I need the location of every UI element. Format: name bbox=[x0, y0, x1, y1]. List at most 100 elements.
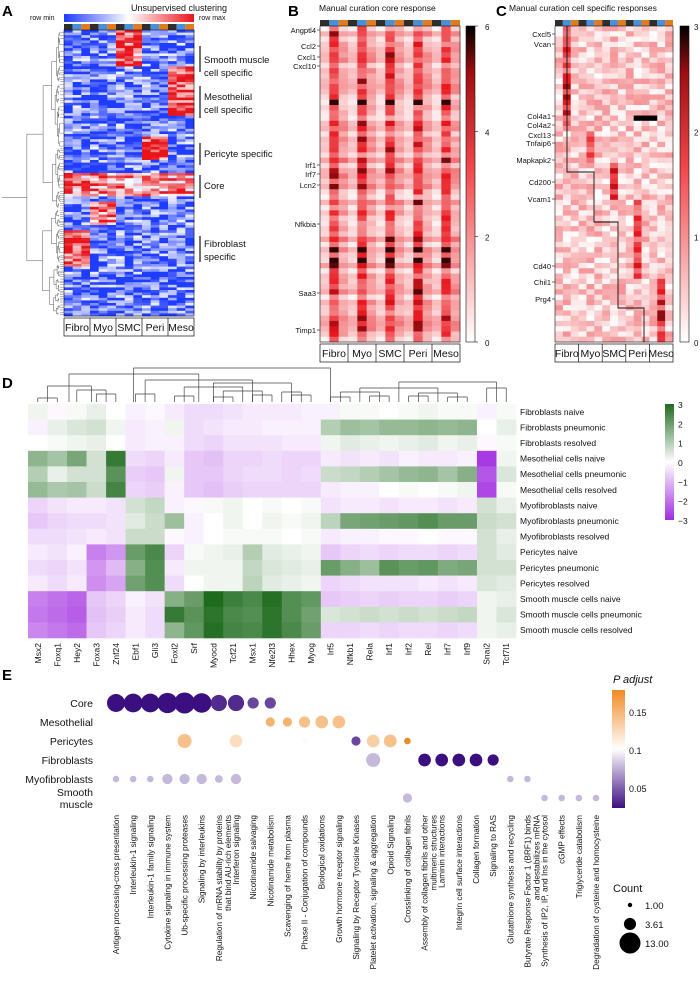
heat-cell-c bbox=[633, 41, 642, 48]
heat-cell-c bbox=[617, 83, 627, 90]
heat-cell-a bbox=[159, 222, 169, 226]
heat-cell-a bbox=[124, 157, 134, 161]
heat-cell-c bbox=[665, 236, 674, 243]
heat-cell-a bbox=[98, 248, 108, 252]
count-legend-label: 3.61 bbox=[645, 920, 664, 931]
heat-cell-c bbox=[649, 294, 658, 301]
heat-cell-a bbox=[90, 206, 99, 210]
heat-cell-c bbox=[562, 336, 572, 343]
heat-cell-a bbox=[116, 157, 125, 161]
heat-cell-b bbox=[441, 184, 451, 190]
heat-cell-a bbox=[90, 271, 99, 275]
heat-cell-c bbox=[633, 215, 642, 222]
heat-cell-c bbox=[625, 31, 634, 37]
heat-cell-b bbox=[357, 147, 367, 153]
heat-cell-b bbox=[376, 315, 386, 322]
heat-cell-c bbox=[625, 336, 634, 343]
pathway-label: Glutathione synthesis and recycling bbox=[506, 815, 515, 944]
heat-cell-a bbox=[107, 212, 117, 215]
heat-cell-a bbox=[72, 258, 82, 262]
heat-cell-a bbox=[159, 313, 169, 317]
heat-cell-a bbox=[159, 69, 169, 72]
heat-cell-a bbox=[98, 45, 108, 49]
heat-cell-c bbox=[586, 157, 595, 164]
heat-cell-a bbox=[142, 219, 151, 223]
heat-cell-d bbox=[86, 435, 107, 452]
heat-cell-d bbox=[301, 591, 322, 608]
heat-cell-b bbox=[432, 315, 442, 322]
heat-cell-a bbox=[90, 71, 99, 75]
heat-cell-a bbox=[185, 102, 195, 106]
heat-cell-a bbox=[150, 308, 160, 312]
heat-cell-a bbox=[64, 144, 73, 148]
heat-cell-a bbox=[116, 152, 125, 156]
heat-cell-c bbox=[594, 94, 603, 101]
heat-cell-b bbox=[394, 47, 405, 53]
heat-cell-d bbox=[418, 622, 439, 639]
heat-cell-b bbox=[320, 284, 330, 290]
heat-cell-a bbox=[98, 108, 108, 111]
heat-cell-b bbox=[413, 326, 423, 332]
heat-cell-a bbox=[142, 284, 151, 288]
heat-cell-c bbox=[649, 263, 658, 269]
heat-cell-b bbox=[404, 68, 414, 74]
heat-cell-c bbox=[633, 210, 642, 216]
heat-cell-b bbox=[338, 141, 349, 148]
heat-cell-b bbox=[320, 184, 330, 190]
heat-cell-a bbox=[185, 256, 195, 260]
heat-cell-c bbox=[649, 89, 658, 95]
heat-cell-b bbox=[329, 136, 339, 143]
colorbar-tick-d: 0 bbox=[678, 458, 683, 468]
heat-cell-b bbox=[329, 210, 339, 216]
heat-cell-a bbox=[168, 297, 177, 301]
heat-cell-c bbox=[570, 136, 579, 143]
heat-cell-a bbox=[90, 162, 99, 166]
heat-cell-b bbox=[441, 99, 451, 106]
heat-cell-b bbox=[450, 141, 461, 148]
heat-cell-a bbox=[176, 269, 186, 273]
heat-cell-c bbox=[586, 289, 595, 295]
heat-cell-d bbox=[281, 575, 302, 592]
heat-cell-a bbox=[81, 118, 91, 122]
heat-cell-c bbox=[641, 252, 650, 259]
heat-cell-c bbox=[602, 226, 611, 232]
heat-cell-a bbox=[98, 235, 108, 239]
heat-cell-a bbox=[64, 45, 73, 49]
heat-cell-a bbox=[168, 154, 177, 158]
heat-cell-c bbox=[641, 241, 650, 248]
heat-cell-c bbox=[625, 273, 634, 280]
heat-cell-d bbox=[67, 482, 87, 498]
heat-cell-b bbox=[432, 41, 442, 48]
heat-cell-a bbox=[142, 227, 151, 231]
heat-cell-a bbox=[90, 110, 99, 114]
heat-cell-b bbox=[338, 68, 349, 74]
heat-cell-a bbox=[90, 175, 99, 179]
enrichment-dot bbox=[315, 715, 329, 729]
heat-cell-a bbox=[150, 175, 160, 179]
heat-cell-a bbox=[142, 222, 151, 226]
heat-cell-c bbox=[625, 94, 634, 101]
heat-cell-a bbox=[168, 30, 177, 33]
heat-cell-c bbox=[578, 278, 587, 285]
heat-cell-c bbox=[641, 178, 650, 185]
heat-cell-a bbox=[168, 165, 177, 169]
heat-cell-a bbox=[116, 201, 125, 205]
heat-cell-b bbox=[357, 199, 367, 206]
heat-cell-a bbox=[98, 173, 108, 176]
group-label: Meso bbox=[648, 348, 674, 360]
heat-cell-a bbox=[168, 160, 177, 163]
heat-cell-b bbox=[366, 320, 377, 327]
heat-cell-a bbox=[159, 303, 169, 306]
heat-cell-b bbox=[348, 205, 358, 211]
heat-cell-c bbox=[594, 52, 603, 58]
heat-cell-a bbox=[107, 199, 117, 202]
heat-cell-d bbox=[184, 544, 204, 561]
heat-cell-a bbox=[142, 97, 151, 101]
heat-cell-a bbox=[185, 40, 195, 44]
heat-cell-a bbox=[124, 266, 134, 270]
enrichment-dot bbox=[418, 753, 431, 767]
heat-cell-a bbox=[124, 66, 134, 70]
heat-cell-b bbox=[338, 89, 349, 95]
heat-cell-a bbox=[98, 308, 108, 312]
heat-cell-a bbox=[90, 290, 99, 293]
